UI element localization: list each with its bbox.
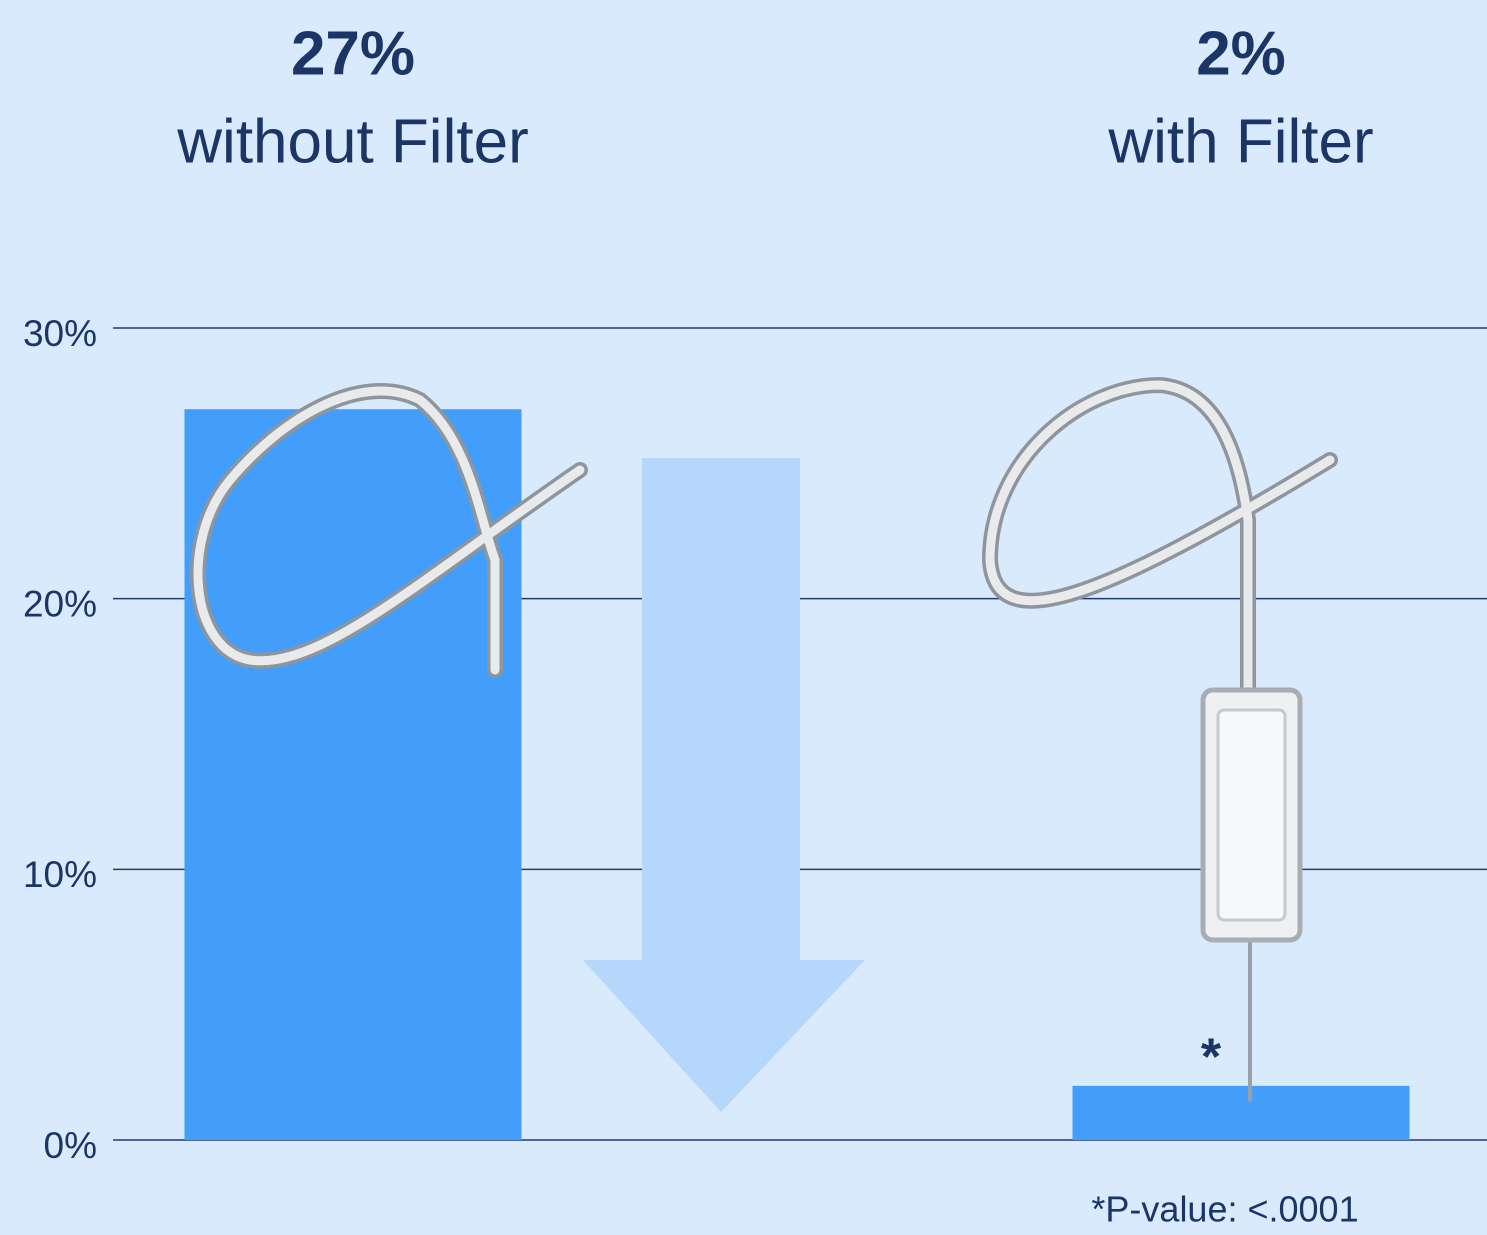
value-label: 27% — [291, 19, 415, 88]
labels: *P-value: <.0001 0% 10% 20% 30% 27% without F… — [23, 19, 1374, 1229]
catheter-illustration — [189, 376, 1338, 1102]
bars — [184, 409, 1410, 1140]
y-tick-label: 10% — [23, 854, 97, 895]
significance-marker: * — [1201, 1029, 1222, 1087]
category-label: without Filter — [176, 107, 528, 176]
bar — [184, 409, 522, 1140]
value-label: 2% — [1196, 19, 1286, 88]
category-label: with Filter — [1107, 107, 1373, 176]
down-arrow — [583, 458, 865, 1112]
y-tick-label: 0% — [44, 1125, 97, 1166]
y-tick-label: 30% — [23, 313, 97, 354]
bar — [1072, 1085, 1410, 1140]
y-tick-label: 20% — [23, 583, 97, 624]
footnote: *P-value: <.0001 — [1091, 1189, 1358, 1230]
